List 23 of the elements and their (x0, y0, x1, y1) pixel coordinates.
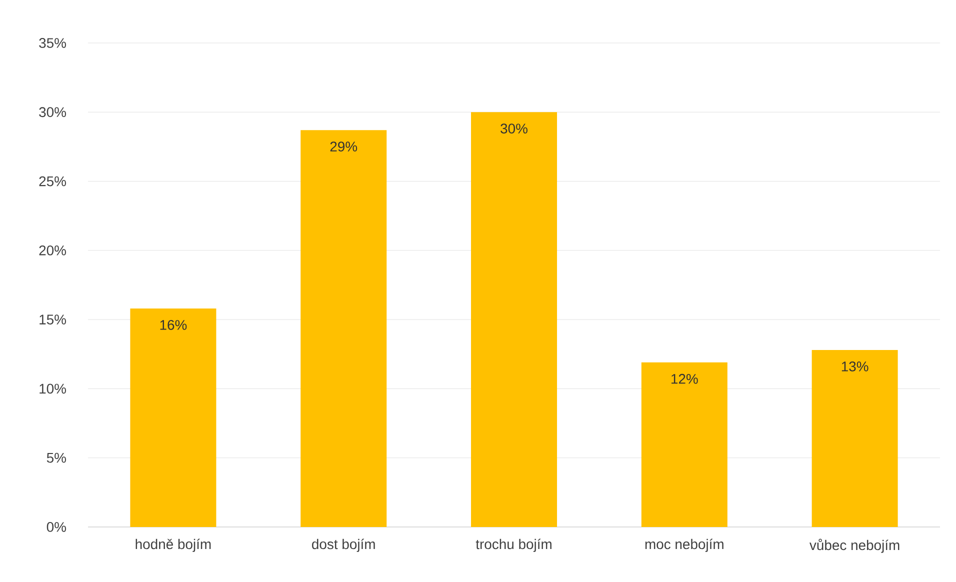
data-label: 16% (160, 320, 187, 330)
y-tick-label: 10% (40, 384, 66, 394)
y-tick-label: 30% (39, 107, 66, 118)
x-tick-label: hodně bojím (136, 538, 211, 552)
data-label: 12% (672, 374, 698, 384)
x-tick-label: moc nebojím (645, 538, 724, 552)
y-tick-label: 35% (39, 38, 66, 48)
y-tick-label: 15% (40, 314, 66, 324)
x-tick-label: trochu bojím (476, 538, 552, 552)
x-tick-label: dost bojím (312, 538, 375, 552)
data-label: 30% (500, 124, 528, 134)
bar (641, 362, 728, 527)
y-tick-label: 0% (46, 522, 66, 532)
data-label: 29% (330, 142, 358, 152)
bar (130, 308, 216, 527)
data-label: 13% (842, 361, 868, 372)
bar (471, 112, 558, 527)
y-tick-label: 5% (46, 452, 66, 463)
y-tick-label: 25% (39, 176, 66, 186)
bar (300, 130, 387, 527)
x-tick-label: vůbec nebojím (810, 538, 900, 553)
y-tick-label: 20% (39, 245, 66, 256)
bar (812, 350, 898, 527)
